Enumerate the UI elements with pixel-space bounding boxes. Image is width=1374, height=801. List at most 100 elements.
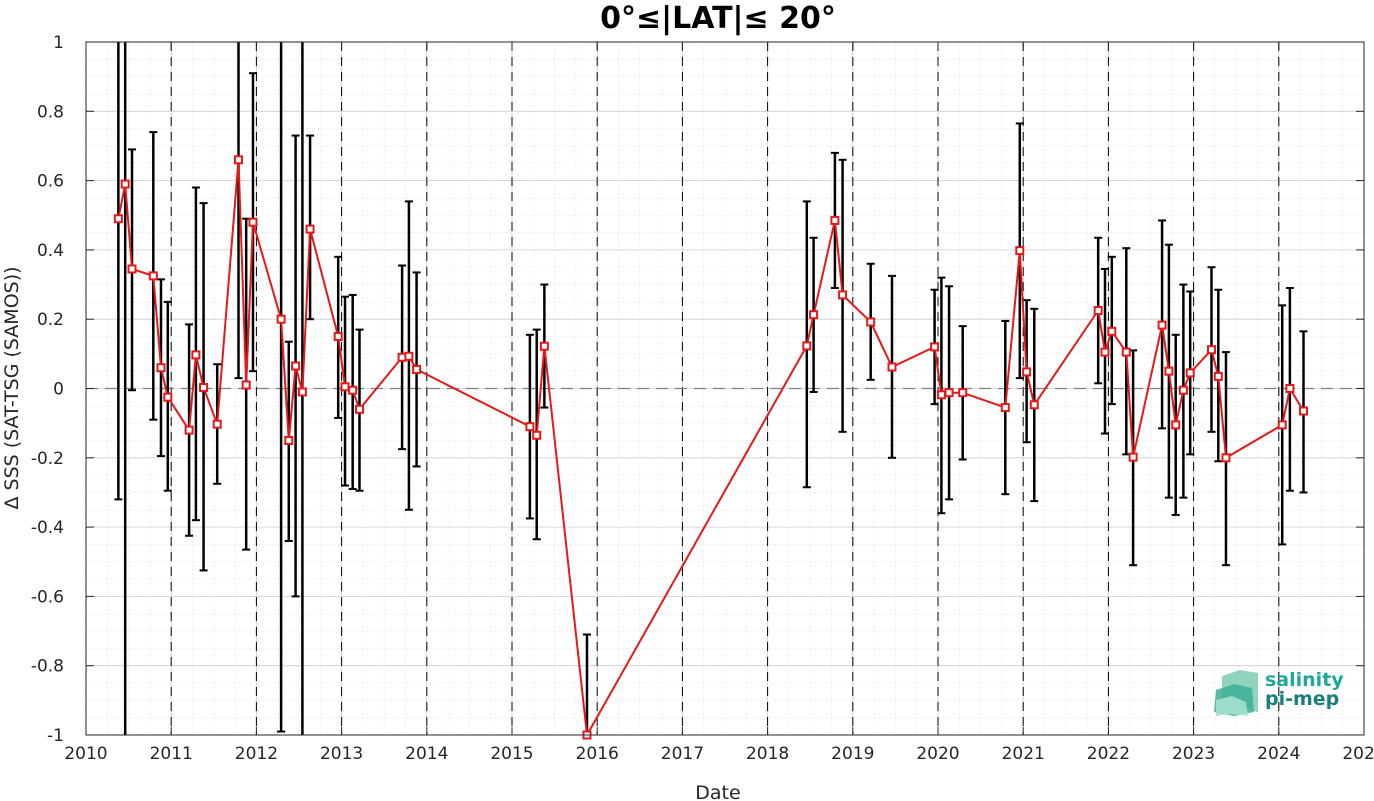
y-tick-label: -0.4 (31, 518, 64, 538)
data-point (163, 392, 173, 402)
y-tick-labels: 1 0.8 0.6 0.4 0.2 0 -0.2 -0.4 -0.6 -0.8 -1 (31, 33, 64, 746)
x-axis-label: Date (695, 782, 740, 801)
x-tick-label: 2014 (405, 744, 448, 764)
y-tick-label: 0.6 (37, 172, 64, 192)
data-point (127, 264, 137, 274)
data-point (830, 215, 840, 225)
y-tick-label: 0.2 (37, 310, 64, 330)
data-point (958, 388, 968, 398)
data-point (1100, 347, 1110, 357)
data-point (184, 425, 194, 435)
data-point (1157, 320, 1167, 330)
data-point (113, 214, 123, 224)
error-bar (582, 633, 591, 735)
x-tick-label: 2015 (490, 744, 533, 764)
data-point (291, 361, 301, 371)
y-axis-label: Δ SSS (SAT-TSG (SAMOS)) (1, 266, 23, 509)
data-point (1171, 420, 1181, 430)
x-tick-label: 2020 (916, 744, 959, 764)
data-point (333, 332, 343, 342)
data-point (248, 217, 258, 227)
x-tick-labels: 2010 2011 2012 2013 2014 2015 2016 2017 2018 2019… (64, 744, 1374, 764)
data-point (866, 317, 876, 327)
data-point (297, 387, 307, 397)
data-point (1178, 385, 1188, 395)
data-point (1107, 326, 1117, 336)
data-point (532, 430, 542, 440)
logo-text-pi-mep: pi-mep (1265, 688, 1339, 710)
data-point (284, 435, 294, 445)
data-point (340, 382, 350, 392)
x-tick-label: 2011 (150, 744, 193, 764)
data-point (1029, 400, 1039, 410)
data-point (199, 382, 209, 392)
chart-title: 0°≤|LAT|≤ 20° (600, 1, 836, 36)
data-point (887, 362, 897, 372)
x-tick-label: 2023 (1172, 744, 1215, 764)
data-point (1213, 371, 1223, 381)
data-point (944, 388, 954, 398)
data-point (348, 385, 358, 395)
x-tick-label: 2024 (1257, 744, 1300, 764)
data-point (1128, 452, 1138, 462)
data-point (1000, 403, 1010, 413)
data-point (936, 390, 946, 400)
salinity-pi-mep-logo: salinity pi-mep (1214, 669, 1344, 716)
data-point (1277, 420, 1287, 430)
y-tick-label: 0 (53, 380, 64, 400)
data-point (525, 422, 535, 432)
data-point (305, 224, 315, 234)
x-tick-label: 2022 (1087, 744, 1130, 764)
data-point (212, 419, 222, 429)
data-point (1164, 366, 1174, 376)
x-tick-label: 2018 (746, 744, 789, 764)
y-tick-label: 0.8 (37, 102, 64, 122)
data-point (1015, 246, 1025, 256)
data-point (838, 290, 848, 300)
x-tick-label: 2017 (661, 744, 704, 764)
x-tick-label: 2013 (320, 744, 363, 764)
data-point (234, 155, 244, 165)
data-point (1221, 453, 1231, 463)
x-tick-label: 2021 (1002, 744, 1045, 764)
x-tick-label: 2010 (64, 744, 107, 764)
error-bar (114, 42, 123, 501)
data-point (404, 351, 414, 361)
x-tick-label: 2012 (235, 744, 278, 764)
x-tick-label: 2025 (1342, 744, 1374, 764)
x-tick-label: 2016 (576, 744, 619, 764)
error-bars (114, 42, 1308, 735)
data-point (802, 341, 812, 351)
data-point (412, 364, 422, 374)
data-point (1206, 345, 1216, 355)
data-point (148, 271, 158, 281)
data-point (809, 310, 819, 320)
data-point (1121, 347, 1131, 357)
axis-ticks (85, 41, 1365, 736)
data-point (156, 363, 166, 373)
y-tick-label: -0.6 (31, 587, 64, 607)
data-point (1285, 384, 1295, 393)
error-bar (234, 42, 243, 380)
data-point (1299, 406, 1309, 416)
error-bar (277, 42, 286, 733)
data-point (539, 341, 549, 351)
data-point (120, 179, 130, 189)
y-tick-label: -0.8 (31, 657, 64, 677)
data-markers (113, 155, 1309, 740)
data-point (241, 380, 251, 390)
data-point (1022, 367, 1032, 377)
data-point (354, 404, 364, 414)
logo-wave-graphic (1214, 670, 1258, 716)
y-tick-label: 1 (53, 33, 64, 53)
data-point (1185, 368, 1195, 378)
data-point (1093, 306, 1103, 316)
y-tick-label: -0.2 (31, 449, 64, 469)
data-point (191, 350, 201, 360)
y-tick-label: 0.4 (37, 241, 64, 261)
x-tick-label: 2019 (831, 744, 874, 764)
y-tick-label: -1 (47, 726, 64, 746)
logo-text-salinity: salinity (1265, 669, 1344, 691)
data-point (276, 314, 286, 324)
